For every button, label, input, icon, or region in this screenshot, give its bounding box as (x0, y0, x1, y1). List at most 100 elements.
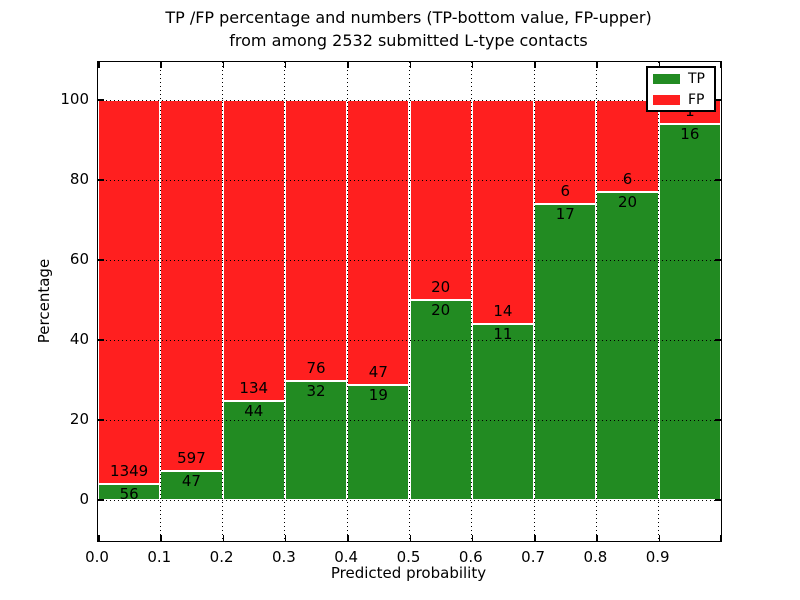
bar-segment-fp (222, 100, 285, 402)
bar-segment-tp (596, 192, 659, 500)
bar-segment-tp (471, 324, 535, 500)
x-tick-mark-top (719, 62, 721, 68)
y-tick-mark (98, 179, 104, 181)
bar-segment-tp (98, 484, 161, 500)
x-tick-label: 0.2 (209, 548, 234, 566)
bar-value-tp: 20 (431, 301, 451, 319)
x-tick-mark (471, 535, 474, 541)
bar-segment-fp (160, 100, 223, 471)
bar-segment-tp (222, 401, 285, 500)
y-tick-mark-right (715, 339, 721, 341)
bar-value-tp: 20 (617, 193, 638, 212)
x-tick-label: 0.6 (458, 548, 483, 566)
y-tick-mark (98, 259, 104, 261)
chart-title-line1: TP /FP percentage and numbers (TP-bottom… (165, 8, 652, 27)
y-tick-mark-right (715, 99, 721, 101)
x-tick-mark (719, 535, 721, 541)
legend-label-tp: TP (688, 71, 705, 87)
x-tick-mark (409, 535, 411, 541)
x-tick-mark (160, 535, 162, 541)
bar-value-fp: 76 (306, 359, 326, 378)
y-tick-label: 20 (69, 410, 89, 428)
bar-segment-tp (534, 204, 597, 500)
x-tick-mark (534, 535, 536, 541)
legend-item-fp: FP (653, 90, 714, 110)
bar-value-fp: 597 (177, 448, 206, 467)
v-gridline (284, 62, 286, 541)
bar-segment-tp (409, 300, 472, 500)
bar-value-tp: 56 (119, 485, 139, 504)
x-tick-mark-top (160, 62, 162, 68)
y-tick-mark (98, 419, 104, 421)
bar-segment-fp (596, 100, 659, 193)
x-tick-mark-top (409, 62, 411, 68)
y-tick-mark (98, 339, 104, 341)
bar-value-fp: 6 (560, 182, 571, 201)
bar-value-labels-layer: 1349565974713444763247192020141161762011… (98, 62, 721, 541)
y-tick-mark-right (715, 259, 721, 261)
x-tick-mark-top (596, 62, 598, 68)
x-tick-mark (596, 535, 598, 541)
x-tick-label: 0.1 (147, 548, 172, 566)
bar-value-tp: 44 (244, 402, 264, 421)
v-gridline (595, 62, 597, 541)
y-tick-mark (98, 499, 104, 501)
axis-ticks-layer (98, 62, 721, 541)
bar-value-tp: 47 (181, 471, 201, 490)
legend-item-tp: TP (653, 69, 714, 89)
bar-value-tp: 17 (555, 205, 575, 224)
y-tick-label: 0 (79, 490, 89, 508)
x-axis-label: Predicted probability (330, 564, 487, 582)
x-tick-mark (347, 535, 349, 541)
x-tick-mark (98, 535, 100, 541)
legend-label-fp: FP (688, 92, 705, 108)
plot-area: 1349565974713444763247192020141161762011… (97, 61, 722, 542)
x-tick-mark-top (471, 62, 474, 68)
v-gridline (658, 62, 660, 541)
v-gridline (222, 62, 224, 541)
y-axis-label: Percentage (35, 258, 53, 344)
bars-layer (98, 62, 721, 541)
gridlines-layer (98, 62, 721, 541)
chart-title-line2: from among 2532 submitted L-type contact… (229, 31, 588, 50)
x-tick-mark (284, 535, 287, 541)
bar-value-fp: 6 (622, 170, 633, 189)
bar-value-fp: 14 (493, 302, 513, 320)
bar-value-fp: 1349 (110, 462, 149, 481)
x-tick-label: 0.3 (271, 548, 296, 566)
x-tick-mark-top (347, 62, 349, 68)
v-gridline (346, 62, 348, 541)
x-tick-label: 0.9 (645, 548, 670, 566)
legend-swatch-tp (653, 74, 680, 84)
bar-segment-fp (284, 100, 348, 382)
x-tick-label: 0.8 (583, 548, 608, 566)
bar-segment-tp (160, 470, 223, 500)
x-tick-mark-top (284, 62, 287, 68)
v-gridline (533, 62, 535, 541)
x-tick-mark (658, 535, 661, 541)
y-tick-label: 60 (69, 250, 89, 268)
x-tick-label: 0.5 (396, 548, 421, 566)
v-gridline (409, 62, 410, 541)
y-tick-label: 40 (69, 330, 89, 348)
legend-swatch-fp (653, 95, 680, 105)
x-tick-mark-top (98, 62, 100, 68)
v-gridline (159, 62, 161, 541)
bar-value-tp: 16 (680, 124, 700, 143)
x-tick-mark-top (658, 62, 661, 68)
bar-segment-fp (534, 100, 597, 205)
x-tick-label: 0.0 (85, 548, 109, 566)
x-tick-mark-top (222, 62, 225, 68)
x-tick-label: 0.7 (521, 548, 546, 566)
y-tick-mark-right (715, 499, 721, 501)
x-tick-mark (222, 535, 225, 541)
chart-title: TP /FP percentage and numbers (TP-bottom… (97, 6, 720, 52)
bar-value-tp: 32 (306, 382, 326, 401)
x-tick-mark-top (534, 62, 536, 68)
v-gridline (471, 62, 473, 541)
bar-segment-tp (658, 123, 721, 500)
bar-segment-fp (347, 100, 410, 385)
bar-value-tp: 11 (493, 325, 513, 343)
x-tick-label: 0.4 (334, 548, 359, 566)
bar-value-tp: 19 (368, 385, 388, 404)
